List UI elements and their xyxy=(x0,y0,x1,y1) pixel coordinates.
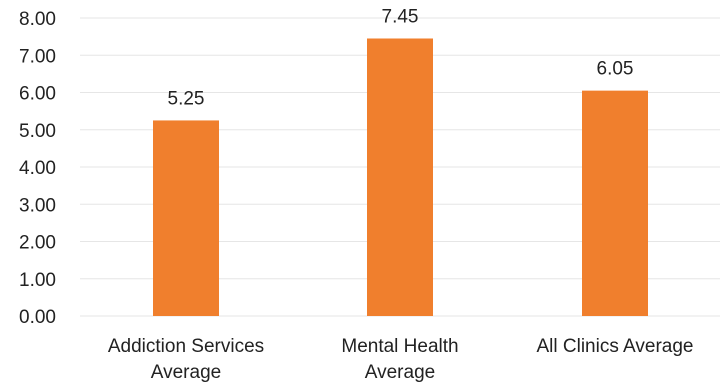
y-tick-label: 3.00 xyxy=(19,195,56,216)
x-category-label: Mental Health Average xyxy=(341,336,458,383)
y-tick-label: 6.00 xyxy=(19,84,56,105)
x-axis: Addiction Services Average Mental Health Av… xyxy=(108,336,694,383)
data-label: 6.05 xyxy=(597,59,634,80)
y-tick-label: 4.00 xyxy=(19,158,56,179)
bar xyxy=(582,90,648,316)
y-tick-label: 7.00 xyxy=(19,46,56,67)
y-tick-label: 8.00 xyxy=(19,9,56,30)
bar xyxy=(367,38,433,317)
y-tick-label: 1.00 xyxy=(19,270,56,291)
data-label: 5.25 xyxy=(168,88,205,109)
y-tick-label: 0.00 xyxy=(19,307,56,328)
y-axis: 0.00 1.00 2.00 3.00 4.00 5.00 6.00 7.00 8.00 xyxy=(19,9,56,328)
x-category-label: Addiction Services Average xyxy=(108,336,264,383)
bars xyxy=(153,38,648,317)
y-tick-label: 2.00 xyxy=(19,233,56,254)
x-category-label: All Clinics Average xyxy=(536,336,693,357)
data-label: 7.45 xyxy=(382,6,419,27)
bar xyxy=(153,120,219,316)
data-labels: 5.25 7.45 6.05 xyxy=(168,6,634,109)
y-tick-label: 5.00 xyxy=(19,121,56,142)
